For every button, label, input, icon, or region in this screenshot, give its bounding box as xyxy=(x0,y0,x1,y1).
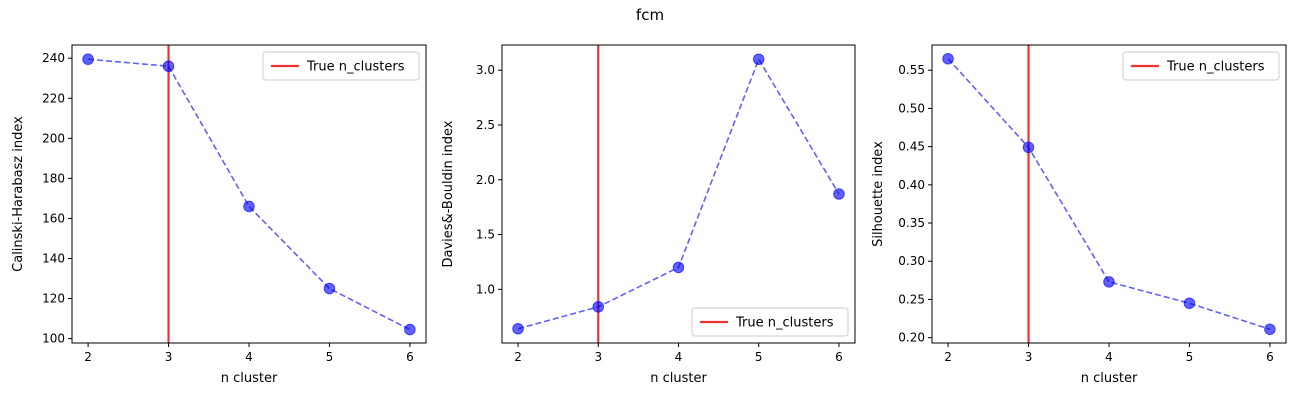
legend: True n_clusters xyxy=(691,307,849,337)
x-axis-label: n cluster xyxy=(650,371,707,386)
y-tick-label: 2.5 xyxy=(476,118,495,132)
series-line xyxy=(88,58,411,331)
y-axis-label: Davies&-Bouldin index xyxy=(441,120,456,267)
legend-label: True n_clusters xyxy=(306,60,405,75)
y-tick-label: 0.30 xyxy=(898,254,925,268)
x-tick-label: 4 xyxy=(1105,350,1113,364)
x-tick-label: 4 xyxy=(675,350,683,364)
y-tick-label: 220 xyxy=(42,91,65,105)
x-tick-label: 6 xyxy=(406,350,414,364)
y-tick-label: 0.35 xyxy=(898,216,925,230)
data-point xyxy=(243,200,255,213)
y-axis-label: Silhouette index xyxy=(871,141,886,247)
data-point xyxy=(162,60,175,73)
x-tick-label: 3 xyxy=(594,350,602,364)
data-point xyxy=(404,323,416,336)
x-axis-label: n cluster xyxy=(1081,371,1138,386)
subplot-1: 2 3 4 5 6 100 120 140 160 180 200 220 240 n cluster Ca… xyxy=(11,44,427,386)
data-point xyxy=(1264,323,1276,336)
x-tick-label: 2 xyxy=(84,350,92,364)
legend-box xyxy=(691,307,849,337)
x-tick-label: 2 xyxy=(514,350,522,364)
data-point xyxy=(1183,297,1196,310)
subplot-3: 2 3 4 5 6 0.20 0.25 0.30 0.35 0.40 0.45 0.50 0.55 n c… xyxy=(871,44,1287,386)
legend: True n_clusters xyxy=(262,51,420,81)
x-tick-label: 6 xyxy=(835,350,843,364)
y-tick-label: 3.0 xyxy=(476,63,495,77)
data-point xyxy=(833,188,845,200)
data-point xyxy=(323,282,336,295)
y-axis-label: Calinski-Harabasz index xyxy=(11,116,26,272)
subplot-2: 2 3 4 5 6 1.0 1.5 2.0 2.5 3.0 n cluster Davies&-Bou… xyxy=(441,44,856,386)
figure-title: fcm xyxy=(636,6,664,24)
x-tick-label: 3 xyxy=(165,350,173,364)
y-tick-label: 200 xyxy=(42,131,65,145)
y-tick-label: 0.55 xyxy=(898,63,925,77)
legend-box xyxy=(262,51,420,81)
legend-label: True n_clusters xyxy=(1166,60,1265,75)
y-tick-label: 240 xyxy=(42,51,65,65)
x-tick-label: 6 xyxy=(1266,350,1274,364)
y-tick-label: 0.50 xyxy=(898,101,925,115)
series-line xyxy=(947,58,1271,331)
x-axis-label: n cluster xyxy=(221,371,278,386)
x-tick-label: 3 xyxy=(1025,350,1033,364)
x-tick-label: 2 xyxy=(944,350,952,364)
y-tick-label: 0.40 xyxy=(898,178,925,192)
y-tick-label: 180 xyxy=(42,171,65,185)
data-point xyxy=(752,53,765,66)
y-tick-label: 1.0 xyxy=(476,282,495,296)
y-tick-label: 120 xyxy=(42,292,65,306)
y-tick-label: 1.5 xyxy=(476,228,495,242)
legend-box xyxy=(1122,51,1280,81)
legend-label: True n_clusters xyxy=(735,316,834,331)
data-point xyxy=(1103,276,1115,288)
data-point xyxy=(82,53,94,66)
x-tick-label: 5 xyxy=(326,350,334,364)
axes-frame xyxy=(71,44,427,344)
data-point xyxy=(512,322,524,335)
series-line xyxy=(517,57,840,330)
data-point xyxy=(592,301,605,313)
y-tick-label: 0.20 xyxy=(898,331,925,345)
axes-frame xyxy=(501,44,856,344)
y-tick-label: 2.0 xyxy=(476,173,495,187)
x-tick-label: 5 xyxy=(755,350,763,364)
y-tick-label: 140 xyxy=(42,251,65,265)
subplots: 2 3 4 5 6 100 120 140 160 180 200 220 240 n cluster Ca… xyxy=(11,44,1287,386)
y-tick-label: 0.45 xyxy=(898,140,925,154)
y-tick-label: 160 xyxy=(42,211,65,225)
y-tick-label: 100 xyxy=(42,332,65,346)
x-tick-label: 4 xyxy=(245,350,253,364)
legend: True n_clusters xyxy=(1122,51,1280,81)
data-point xyxy=(942,52,954,65)
data-point xyxy=(1022,141,1035,154)
axes-frame xyxy=(931,44,1287,344)
x-tick-label: 5 xyxy=(1186,350,1194,364)
data-point xyxy=(672,261,685,274)
y-tick-label: 0.25 xyxy=(898,292,925,306)
